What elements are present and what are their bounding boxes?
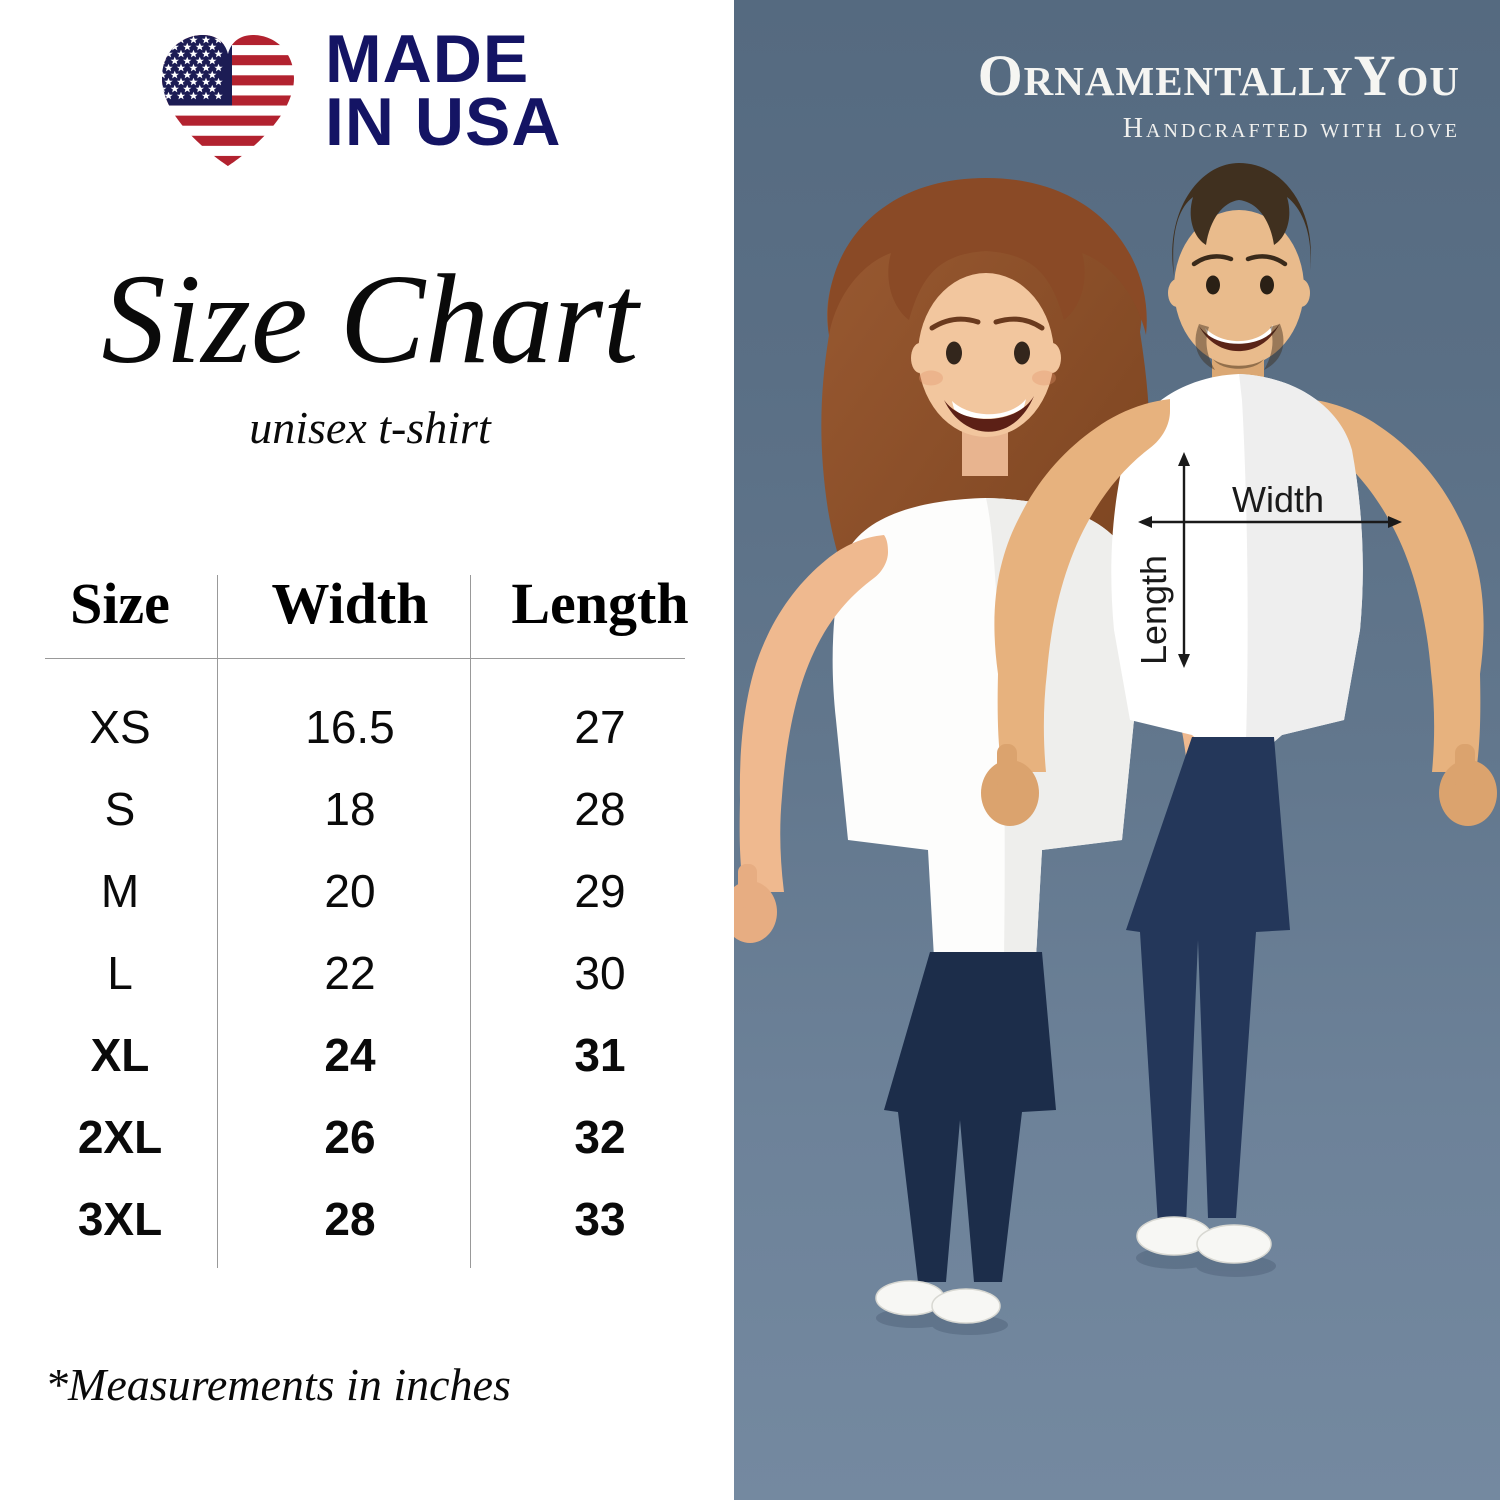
svg-text:Width: Width [1232,479,1324,520]
svg-text:Length: Length [1133,555,1174,665]
